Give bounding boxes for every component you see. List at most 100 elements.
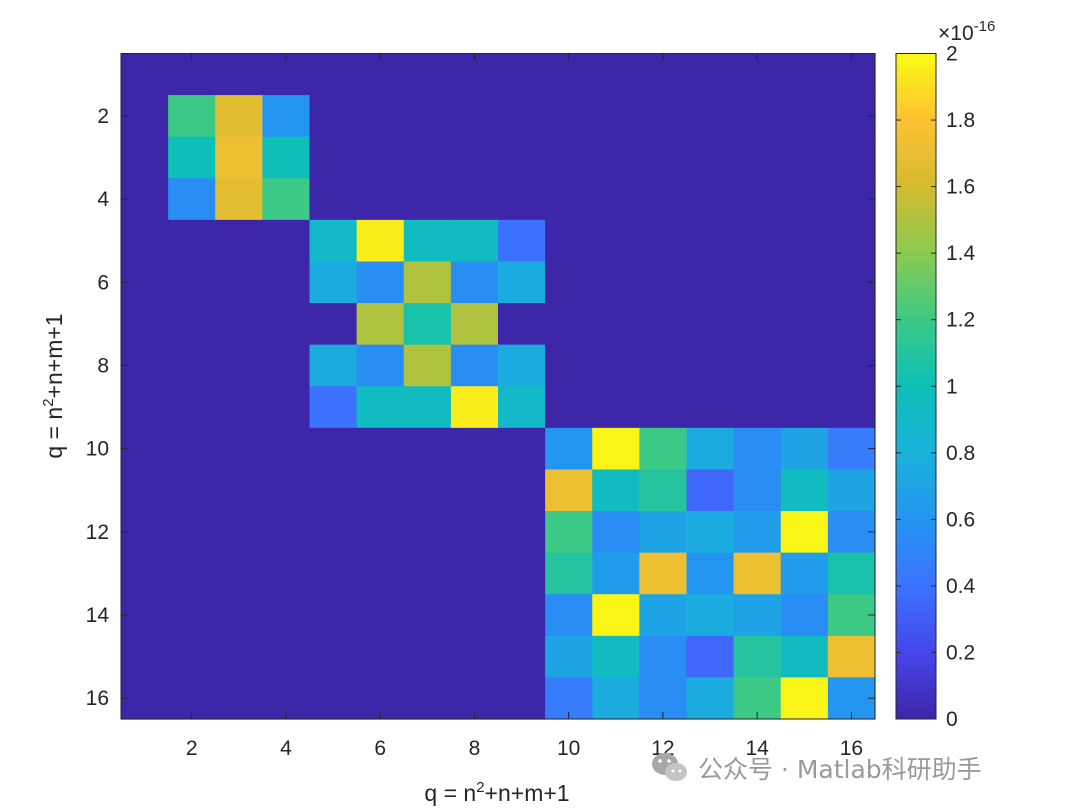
heatmap-cell-r4-c8 xyxy=(450,178,499,221)
heatmap-cell-r9-c2 xyxy=(168,386,216,429)
heatmap-cell-r2-c16 xyxy=(827,95,876,138)
heatmap-cell-r6-c11 xyxy=(592,261,640,304)
heatmap-cell-r2-c9 xyxy=(498,95,546,138)
heatmap-cell-r16-c13 xyxy=(686,677,735,720)
colorbar-ticks: 0 0.2 0.4 0.6 0.8 1 1.2 1.4 1.6 1.8 2 xyxy=(896,43,976,731)
x-tick-label: 16 xyxy=(840,737,863,760)
heatmap-cell-r14-c3 xyxy=(215,594,263,637)
heatmap-cell-r12-c11 xyxy=(592,511,640,554)
heatmap-cell-r1-c16 xyxy=(827,53,876,96)
heatmap-cell-r1-c2 xyxy=(168,53,216,96)
heatmap-cell-r2-c7 xyxy=(403,95,452,138)
y-tick-label: 12 xyxy=(86,521,109,544)
heatmap-cell-r3-c3 xyxy=(215,136,263,179)
heatmap-cell-r14-c4 xyxy=(262,594,311,637)
heatmap-cell-r10-c3 xyxy=(215,427,263,471)
heatmap-cell-r3-c14 xyxy=(733,136,782,179)
heatmap-cell-r15-c6 xyxy=(356,635,405,679)
heatmap-cell-r10-c9 xyxy=(498,427,546,471)
heatmap-cell-r13-c2 xyxy=(168,552,216,595)
heatmap-cell-r11-c6 xyxy=(356,469,405,512)
heatmap-cell-r8-c11 xyxy=(592,344,640,387)
heatmap-cell-r7-c2 xyxy=(168,303,216,346)
heatmap-cell-r3-c11 xyxy=(592,136,640,179)
heatmap-cell-r1-c4 xyxy=(262,53,311,96)
heatmap-cell-r13-c8 xyxy=(450,552,499,595)
heatmap-cell-r1-c1 xyxy=(121,53,169,96)
heatmap-cell-r5-c1 xyxy=(121,219,169,263)
heatmap-cell-r8-c6 xyxy=(356,344,405,387)
heatmap-cell-r6-c10 xyxy=(545,261,593,304)
heatmap-cell-r7-c5 xyxy=(309,303,358,346)
heatmap-cell-r9-c9 xyxy=(498,386,546,429)
heatmap-cell-r8-c15 xyxy=(780,344,829,387)
heatmap-cells xyxy=(121,53,876,720)
x-tick-label: 4 xyxy=(280,737,292,760)
heatmap-cell-r13-c6 xyxy=(356,552,405,595)
colorbar-exponent: ×10-16 xyxy=(938,18,995,45)
heatmap-cell-r11-c8 xyxy=(450,469,499,512)
heatmap-cell-r1-c10 xyxy=(545,53,593,96)
x-tick-label: 2 xyxy=(186,737,198,760)
heatmap-cell-r3-c2 xyxy=(168,136,216,179)
heatmap-cell-r11-c5 xyxy=(309,469,358,512)
heatmap-cell-r9-c13 xyxy=(686,386,735,429)
heatmap-cell-r15-c7 xyxy=(403,635,452,679)
heatmap-cell-r7-c4 xyxy=(262,303,311,346)
heatmap-cell-r5-c8 xyxy=(450,219,499,263)
x-tick-label: 6 xyxy=(374,737,386,760)
x-tick-label: 10 xyxy=(557,737,580,760)
y-tick-label: 2 xyxy=(97,105,109,128)
heatmap-cell-r5-c11 xyxy=(592,219,640,263)
heatmap-cell-r9-c8 xyxy=(450,386,499,429)
heatmap-cell-r15-c15 xyxy=(780,635,829,679)
heatmap-cell-r2-c3 xyxy=(215,95,263,138)
heatmap-cell-r7-c7 xyxy=(403,303,452,346)
heatmap-cell-r10-c14 xyxy=(733,427,782,471)
heatmap-cell-r10-c6 xyxy=(356,427,405,471)
heatmap-cell-r15-c10 xyxy=(545,635,593,679)
heatmap-cell-r8-c2 xyxy=(168,344,216,387)
colorbar-tick-label: 2 xyxy=(946,43,958,66)
heatmap-cell-r11-c15 xyxy=(780,469,829,512)
heatmap-cell-r15-c9 xyxy=(498,635,546,679)
heatmap-cell-r11-c9 xyxy=(498,469,546,512)
heatmap-cell-r3-c9 xyxy=(498,136,546,179)
heatmap-cell-r1-c12 xyxy=(639,53,688,96)
heatmap-cell-r5-c14 xyxy=(733,219,782,263)
heatmap-cell-r13-c12 xyxy=(639,552,688,595)
heatmap-cell-r13-c10 xyxy=(545,552,593,595)
heatmap-cell-r11-c7 xyxy=(403,469,452,512)
heatmap-cell-r6-c2 xyxy=(168,261,216,304)
heatmap-cell-r6-c6 xyxy=(356,261,405,304)
heatmap-cell-r11-c13 xyxy=(686,469,735,512)
heatmap-cell-r4-c4 xyxy=(262,178,311,221)
heatmap-cell-r8-c4 xyxy=(262,344,311,387)
heatmap-cell-r1-c15 xyxy=(780,53,829,96)
heatmap-cell-r13-c7 xyxy=(403,552,452,595)
heatmap-cell-r12-c9 xyxy=(498,511,546,554)
colorbar-tick-label: 0.6 xyxy=(946,508,975,531)
heatmap-cell-r13-c3 xyxy=(215,552,263,595)
heatmap-cell-r8-c9 xyxy=(498,344,546,387)
heatmap-cell-r3-c16 xyxy=(827,136,876,179)
heatmap-cell-r14-c5 xyxy=(309,594,358,637)
heatmap-cell-r4-c16 xyxy=(827,178,876,221)
heatmap-cell-r10-c16 xyxy=(827,427,876,471)
heatmap-cell-r6-c15 xyxy=(780,261,829,304)
colorbar-tick-label: 1 xyxy=(946,375,958,398)
heatmap-cell-r12-c13 xyxy=(686,511,735,554)
heatmap-cell-r7-c14 xyxy=(733,303,782,346)
heatmap-cell-r10-c1 xyxy=(121,427,169,471)
heatmap-cell-r3-c6 xyxy=(356,136,405,179)
heatmap-cell-r4-c14 xyxy=(733,178,782,221)
heatmap-cell-r12-c12 xyxy=(639,511,688,554)
heatmap-cell-r13-c16 xyxy=(827,552,876,595)
heatmap-cell-r1-c6 xyxy=(356,53,405,96)
colorbar-tick-label: 1.8 xyxy=(946,109,975,132)
heatmap-cell-r16-c1 xyxy=(121,677,169,720)
heatmap-cell-r2-c12 xyxy=(639,95,688,138)
heatmap-cell-r9-c5 xyxy=(309,386,358,429)
colorbar-tick-label: 1.4 xyxy=(946,242,976,265)
heatmap-cell-r14-c8 xyxy=(450,594,499,637)
